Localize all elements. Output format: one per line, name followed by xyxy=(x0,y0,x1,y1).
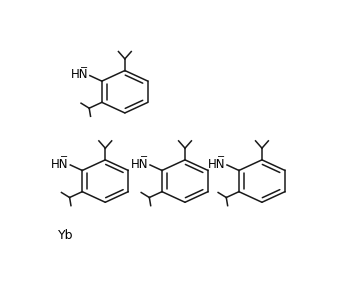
Text: HN: HN xyxy=(208,157,225,171)
Text: −: − xyxy=(60,152,69,162)
Text: Yb: Yb xyxy=(58,229,73,242)
Text: HN: HN xyxy=(51,157,69,171)
Text: −: − xyxy=(80,63,88,73)
Text: HN: HN xyxy=(131,157,148,171)
Text: −: − xyxy=(217,152,225,162)
Text: HN: HN xyxy=(70,68,88,81)
Text: −: − xyxy=(140,152,148,162)
